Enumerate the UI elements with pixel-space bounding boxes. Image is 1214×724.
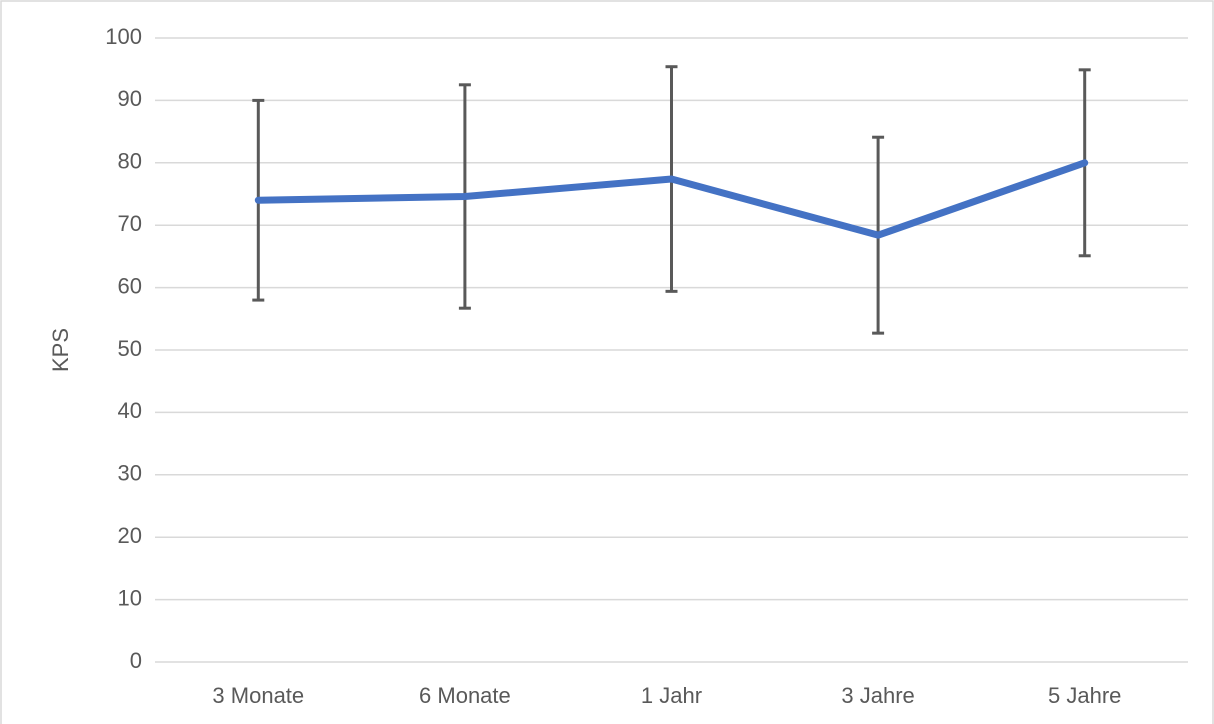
- x-tick-label: 3 Monate: [212, 683, 304, 708]
- data-line: [254, 159, 1089, 239]
- x-tick-label: 6 Monate: [419, 683, 511, 708]
- x-tick-label: 1 Jahr: [641, 683, 702, 708]
- y-tick-label: 90: [118, 86, 142, 111]
- x-tick-label: 3 Jahre: [841, 683, 914, 708]
- x-tick-label: 5 Jahre: [1048, 683, 1121, 708]
- y-tick-label: 100: [105, 24, 142, 49]
- y-tick-label: 80: [118, 149, 142, 174]
- y-tick-label: 20: [118, 523, 142, 548]
- y-tick-label: 40: [118, 398, 142, 423]
- y-tick-label: 30: [118, 461, 142, 486]
- y-tick-label: 10: [118, 585, 142, 610]
- y-tick-label: 0: [130, 648, 142, 673]
- y-tick-label: 70: [118, 211, 142, 236]
- y-axis-label: KPS: [48, 328, 73, 372]
- y-tick-label: 60: [118, 273, 142, 298]
- y-tick-label: 50: [118, 336, 142, 361]
